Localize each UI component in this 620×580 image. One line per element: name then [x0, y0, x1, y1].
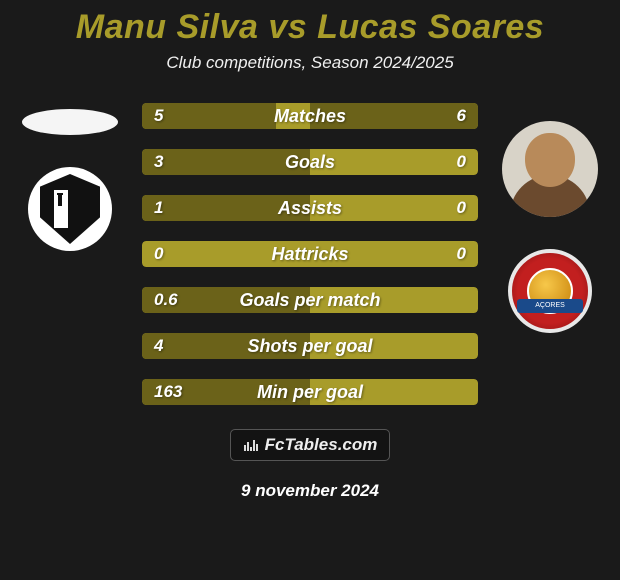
- club-left-crest: [28, 167, 112, 251]
- stat-value-right: 0: [457, 244, 466, 264]
- right-player-column: AÇORES: [480, 103, 620, 333]
- stat-label: Matches: [274, 106, 346, 127]
- crest-band-text: AÇORES: [517, 299, 583, 313]
- stat-row: 163 Min per goal: [142, 379, 478, 405]
- stat-label: Goals: [285, 152, 335, 173]
- page-title: Manu Silva vs Lucas Soares: [76, 8, 544, 47]
- stat-row: 0.6 Goals per match: [142, 287, 478, 313]
- player-left-avatar: [22, 109, 118, 135]
- stat-label: Goals per match: [239, 290, 380, 311]
- content-row: 5 Matches 6 3 Goals 0 1 Assists 0 0 Hattricks 0 0.6 G…: [0, 103, 620, 405]
- stat-value-left: 5: [154, 106, 163, 126]
- stat-label: Min per goal: [257, 382, 363, 403]
- stat-row: 4 Shots per goal: [142, 333, 478, 359]
- page-subtitle: Club competitions, Season 2024/2025: [166, 53, 453, 73]
- stat-value-left: 0: [154, 244, 163, 264]
- chart-icon: [243, 437, 259, 453]
- stat-label: Assists: [278, 198, 342, 219]
- stat-value-left: 4: [154, 336, 163, 356]
- stat-value-left: 1: [154, 198, 163, 218]
- player-right-avatar: [502, 121, 598, 217]
- stat-label: Shots per goal: [247, 336, 372, 357]
- stat-row: 0 Hattricks 0: [142, 241, 478, 267]
- stat-row: 3 Goals 0: [142, 149, 478, 175]
- stat-value-right: 0: [457, 152, 466, 172]
- comparison-card: Manu Silva vs Lucas Soares Club competit…: [0, 0, 620, 580]
- date-text: 9 november 2024: [241, 481, 379, 501]
- shield-icon: [52, 188, 88, 230]
- stat-value-left: 163: [154, 382, 182, 402]
- stat-row: 1 Assists 0: [142, 195, 478, 221]
- stats-bars: 5 Matches 6 3 Goals 0 1 Assists 0 0 Hattricks 0 0.6 G…: [140, 103, 480, 405]
- stat-label: Hattricks: [271, 244, 348, 265]
- stat-value-right: 6: [457, 106, 466, 126]
- stat-row: 5 Matches 6: [142, 103, 478, 129]
- stat-value-left: 3: [154, 152, 163, 172]
- stat-value-right: 0: [457, 198, 466, 218]
- stat-value-left: 0.6: [154, 290, 178, 310]
- left-player-column: [0, 103, 140, 251]
- watermark-text: FcTables.com: [265, 435, 378, 455]
- club-right-crest: AÇORES: [508, 249, 592, 333]
- watermark: FcTables.com: [230, 429, 391, 461]
